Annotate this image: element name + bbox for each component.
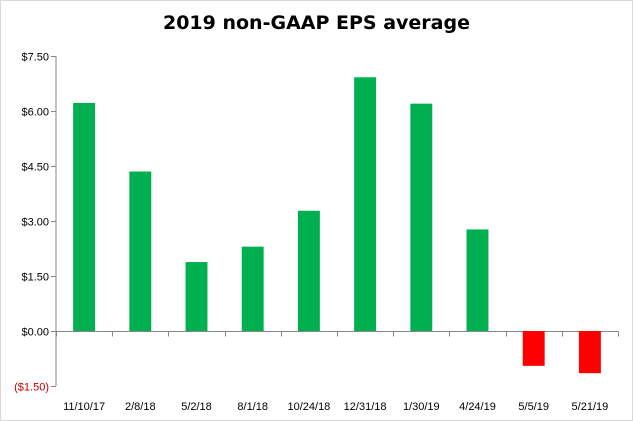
x-tick-label: 5/5/19 — [518, 401, 549, 413]
y-tick-label: $0.00 — [21, 327, 49, 339]
bar — [297, 210, 320, 331]
x-tick-label: 11/10/17 — [63, 401, 105, 413]
bar — [185, 262, 208, 331]
bar — [578, 331, 601, 374]
bar — [466, 229, 489, 331]
x-tick-label: 1/30/19 — [403, 401, 440, 413]
bar — [129, 171, 152, 331]
y-tick-label: $3.00 — [21, 217, 49, 229]
x-tick-label: 5/21/19 — [572, 401, 609, 413]
y-tick-label: $6.00 — [21, 107, 49, 119]
x-tick-label: 4/24/19 — [459, 401, 496, 413]
x-tick-label: 5/2/18 — [181, 401, 212, 413]
y-tick-label: ($1.50) — [14, 382, 49, 394]
bar — [73, 102, 96, 331]
y-tick-label: $1.50 — [21, 272, 49, 284]
y-tick-label: $4.50 — [21, 162, 49, 174]
y-tick-label: $7.50 — [21, 52, 49, 64]
x-tick-label: 10/24/18 — [287, 401, 330, 413]
x-tick-label: 8/1/18 — [237, 401, 268, 413]
x-tick-label: 12/31/18 — [344, 401, 387, 413]
bar — [241, 246, 264, 331]
bar — [522, 331, 545, 366]
bar — [354, 77, 377, 332]
bar — [410, 103, 433, 332]
x-tick-label: 2/8/18 — [125, 401, 156, 413]
chart-title: 2019 non-GAAP EPS average — [162, 12, 470, 34]
